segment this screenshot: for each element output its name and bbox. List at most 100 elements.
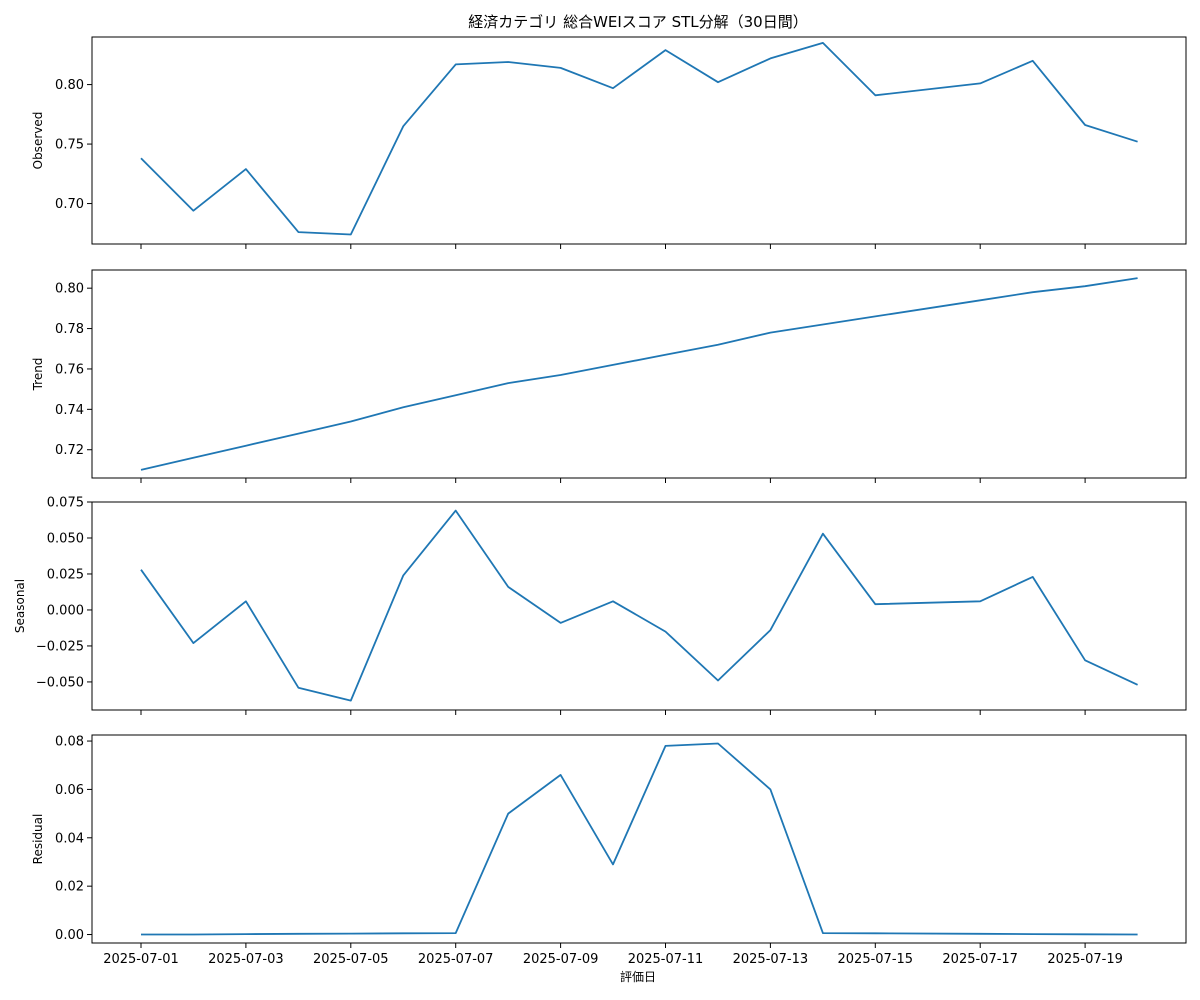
y-tick-label: 0.02 bbox=[55, 880, 84, 895]
series-line-trend bbox=[140, 277, 1138, 471]
series-line-seasonal bbox=[140, 509, 1138, 702]
y-axis-label: Residual bbox=[31, 814, 45, 865]
axes-frame bbox=[91, 36, 1187, 245]
data-point bbox=[506, 812, 510, 816]
x-tick-label: 2025-07-09 bbox=[523, 952, 599, 967]
data-point bbox=[716, 679, 720, 683]
data-point bbox=[1136, 276, 1140, 280]
data-point bbox=[506, 585, 510, 589]
data-point bbox=[401, 405, 405, 409]
y-tick-label: 0.075 bbox=[47, 496, 84, 511]
y-tick-label: 0.08 bbox=[55, 735, 84, 750]
data-point bbox=[296, 432, 300, 436]
data-point bbox=[978, 81, 982, 85]
data-point bbox=[349, 420, 353, 424]
data-point bbox=[559, 66, 563, 70]
data-point bbox=[821, 931, 825, 935]
x-tick-label: 2025-07-13 bbox=[733, 952, 809, 967]
data-point bbox=[506, 60, 510, 64]
data-point bbox=[1083, 284, 1087, 288]
data-point bbox=[244, 444, 248, 448]
data-point bbox=[768, 787, 772, 791]
series-line-observed bbox=[140, 42, 1138, 236]
data-point bbox=[349, 233, 353, 237]
data-point bbox=[611, 363, 615, 367]
data-point bbox=[664, 744, 668, 748]
axes-frame bbox=[91, 734, 1187, 944]
data-point bbox=[768, 628, 772, 632]
data-point bbox=[454, 393, 458, 397]
data-point bbox=[296, 686, 300, 690]
data-point bbox=[349, 932, 353, 936]
data-point bbox=[191, 933, 195, 937]
y-tick-label: −0.025 bbox=[36, 639, 84, 654]
data-point bbox=[716, 343, 720, 347]
data-point bbox=[1031, 932, 1035, 936]
data-point bbox=[664, 353, 668, 357]
data-point bbox=[454, 931, 458, 935]
data-point bbox=[139, 156, 143, 160]
y-tick-label: 0.00 bbox=[55, 928, 84, 943]
data-point bbox=[768, 56, 772, 60]
data-point bbox=[296, 230, 300, 234]
y-tick-label: 0.04 bbox=[55, 831, 84, 846]
x-tick-label: 2025-07-01 bbox=[103, 952, 179, 967]
x-tick-label: 2025-07-15 bbox=[838, 952, 914, 967]
data-point bbox=[454, 509, 458, 513]
y-tick-label: 0.72 bbox=[55, 443, 84, 458]
x-tick-label: 2025-07-17 bbox=[942, 952, 1018, 967]
data-point bbox=[349, 699, 353, 703]
chart-title: 経済カテゴリ 総合WEIスコア STL分解（30日間） bbox=[468, 13, 807, 31]
data-point bbox=[296, 932, 300, 936]
panel-residual: 0.00 0.02 0.04 0.06 0.08 Residual 2025-07-01 20… bbox=[31, 734, 1187, 967]
data-point bbox=[1031, 575, 1035, 579]
y-tick-label: 0.06 bbox=[55, 783, 84, 798]
data-point bbox=[401, 931, 405, 935]
y-tick-label: 0.70 bbox=[55, 197, 84, 212]
data-point bbox=[978, 599, 982, 603]
data-point bbox=[1083, 123, 1087, 127]
y-tick-label: 0.80 bbox=[55, 282, 84, 297]
data-point bbox=[244, 932, 248, 936]
data-point bbox=[978, 932, 982, 936]
data-point bbox=[401, 124, 405, 128]
data-point bbox=[821, 532, 825, 536]
data-point bbox=[611, 599, 615, 603]
panel-observed: 0.70 0.75 0.80 Observed bbox=[31, 36, 1187, 249]
y-axis-label: Trend bbox=[31, 358, 45, 392]
x-tick-label: 2025-07-11 bbox=[628, 952, 704, 967]
panel-trend: 0.72 0.74 0.76 0.78 0.80 Trend bbox=[31, 269, 1187, 483]
y-tick-label: 0.050 bbox=[47, 531, 84, 546]
data-point bbox=[1031, 59, 1035, 63]
axes-frame bbox=[91, 269, 1187, 479]
data-point bbox=[716, 742, 720, 746]
data-point bbox=[559, 373, 563, 377]
data-point bbox=[244, 599, 248, 603]
data-point bbox=[191, 456, 195, 460]
data-point bbox=[611, 86, 615, 90]
data-point bbox=[664, 630, 668, 634]
x-tick-label: 2025-07-05 bbox=[313, 952, 389, 967]
data-point bbox=[611, 862, 615, 866]
data-point bbox=[716, 80, 720, 84]
data-point bbox=[559, 773, 563, 777]
y-tick-label: 0.76 bbox=[55, 362, 84, 377]
y-tick-label: 0.74 bbox=[55, 403, 84, 418]
data-point bbox=[559, 621, 563, 625]
y-axis-label: Observed bbox=[31, 112, 45, 170]
data-point bbox=[873, 314, 877, 318]
x-axis-label: 評価日 bbox=[620, 969, 656, 984]
data-point bbox=[139, 568, 143, 572]
data-point bbox=[873, 93, 877, 97]
data-point bbox=[873, 602, 877, 606]
data-point bbox=[1031, 290, 1035, 294]
y-tick-label: 0.025 bbox=[47, 567, 84, 582]
data-point bbox=[821, 41, 825, 45]
data-point bbox=[664, 48, 668, 52]
y-tick-label: −0.050 bbox=[36, 675, 84, 690]
data-point bbox=[244, 167, 248, 171]
data-point bbox=[454, 62, 458, 66]
data-point bbox=[873, 931, 877, 935]
data-point bbox=[139, 468, 143, 472]
